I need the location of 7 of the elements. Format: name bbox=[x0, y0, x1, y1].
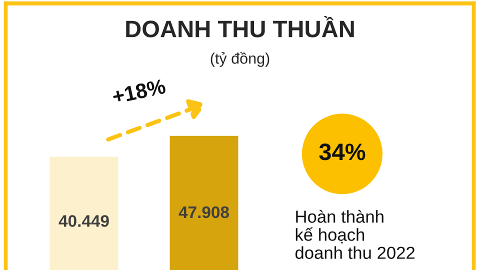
text: Hoàn thành kế hoạch doanh thu 2022 bbox=[295, 210, 415, 259]
data-label: 47.908 bbox=[178, 206, 229, 218]
chart-title: DOANH THU THUẦN bbox=[126, 16, 354, 38]
text: 34% bbox=[319, 144, 366, 160]
data-label: 40.449 bbox=[58, 215, 109, 227]
text: +18% bbox=[112, 78, 166, 104]
chart-subtitle: (tỷ đồng) bbox=[210, 52, 270, 67]
